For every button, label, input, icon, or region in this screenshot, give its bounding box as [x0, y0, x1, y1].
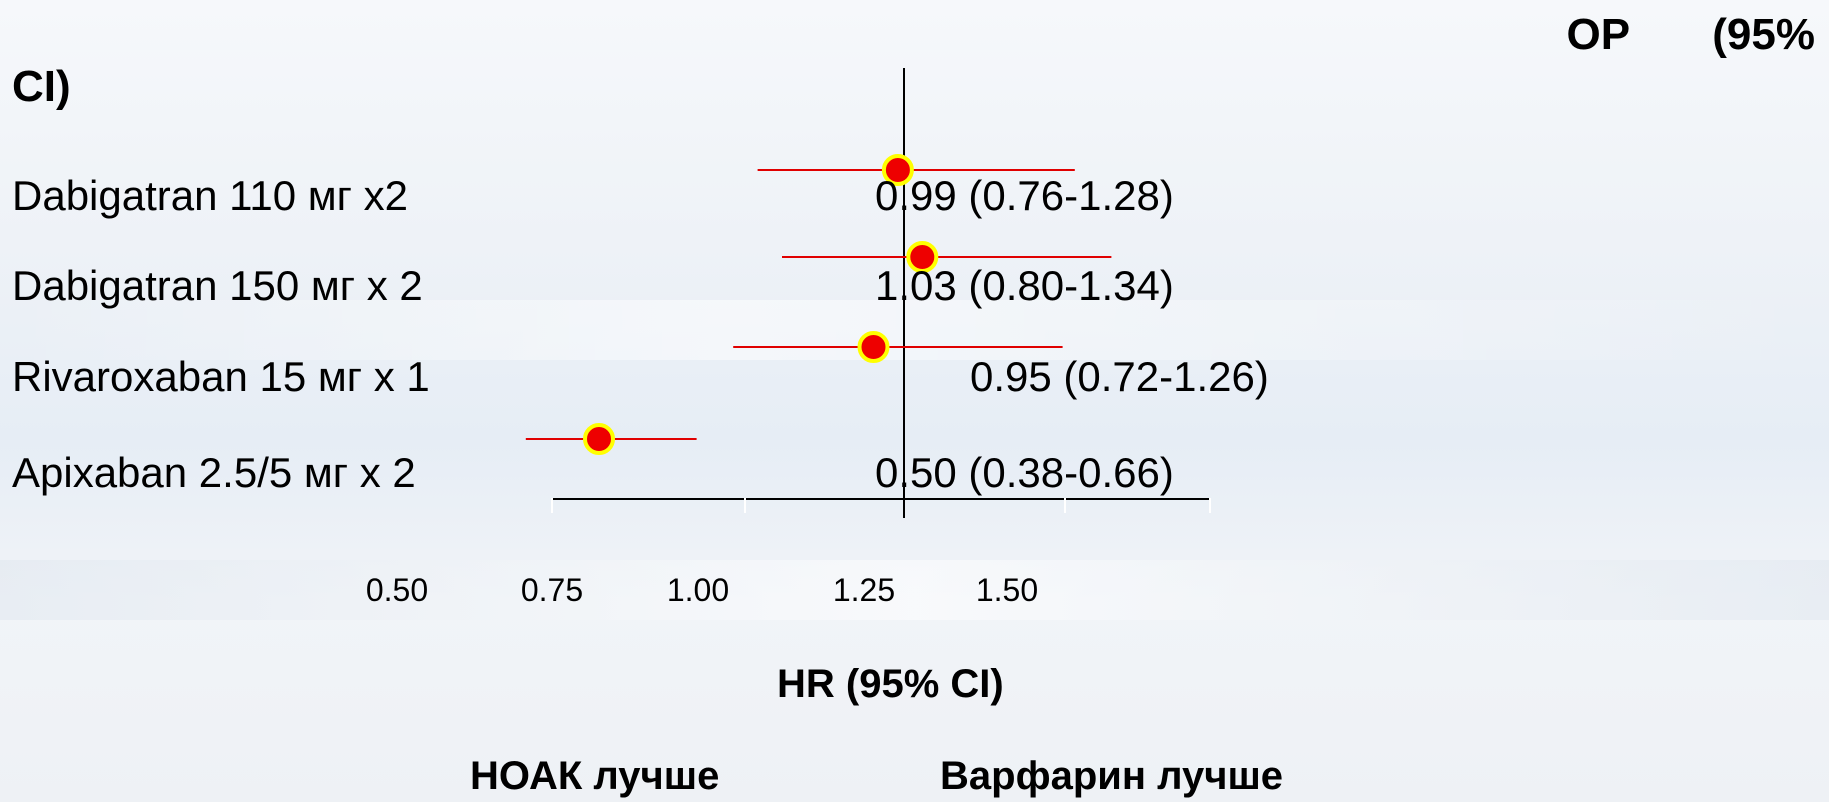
column-header: ОР (95%	[1566, 10, 1815, 59]
background-streak	[0, 300, 1829, 360]
hr-value: 1.03 (0.80-1.34)	[875, 262, 1174, 309]
favors-left-label: НОАК лучше	[470, 754, 720, 798]
x-axis-title: HR (95% CI)	[777, 662, 1004, 706]
hr-value: 0.95 (0.72-1.26)	[970, 353, 1269, 400]
point-estimate	[906, 241, 939, 273]
row-label: Dabigatran 150 мг х 2	[12, 262, 423, 309]
x-tick-label: 1.00	[666, 572, 730, 608]
hr-value: 0.50 (0.38-0.66)	[875, 449, 1174, 496]
x-tick-label: 1.25	[832, 572, 896, 608]
row-label: Apixaban 2.5/5 мг х 2	[12, 449, 416, 496]
row-label: Rivaroxaban 15 мг х 1	[12, 353, 430, 400]
point-estimate	[881, 154, 914, 186]
x-tick-label: 0.50	[365, 572, 429, 608]
favors-right-label: Варфарин лучше	[940, 754, 1284, 798]
x-tick-label: 1.50	[975, 572, 1039, 608]
x-tick-label: 0.75	[520, 572, 584, 608]
row-label: Dabigatran 110 мг х2	[12, 172, 408, 219]
column-header-continued: CI)	[12, 62, 71, 111]
point-estimate	[857, 331, 890, 363]
point-estimate	[583, 423, 615, 455]
background-streak	[0, 560, 1829, 620]
hr-value: 0.99 (0.76-1.28)	[875, 172, 1174, 219]
